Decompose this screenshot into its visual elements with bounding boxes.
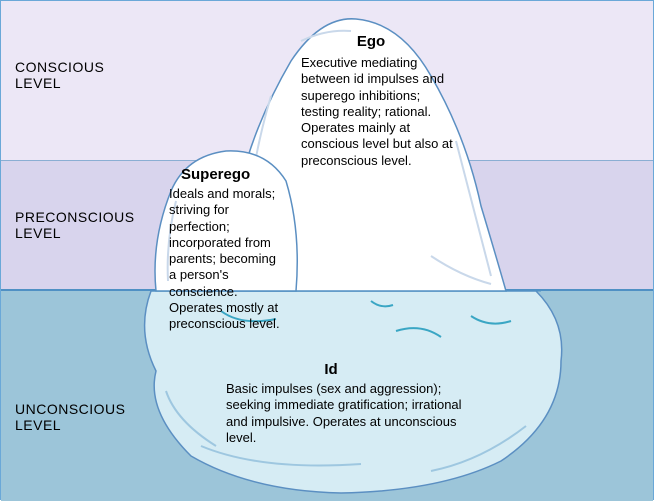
id-title: Id [281, 361, 381, 378]
superego-description: Ideals and morals; striving for perfecti… [169, 186, 284, 332]
superego-title: Superego [181, 166, 281, 183]
preconscious-level-label: PRECONSCIOUS LEVEL [15, 209, 145, 241]
conscious-level-label: CONSCIOUS LEVEL [15, 59, 125, 91]
unconscious-level-label: UNCONSCIOUS LEVEL [15, 401, 145, 433]
id-description: Basic impulses (sex and aggression); see… [226, 381, 481, 446]
ego-title: Ego [301, 33, 441, 50]
ego-description: Executive mediating between id impulses … [301, 55, 456, 169]
freud-iceberg-diagram: CONSCIOUS LEVEL PRECONSCIOUS LEVEL UNCON… [0, 0, 654, 500]
